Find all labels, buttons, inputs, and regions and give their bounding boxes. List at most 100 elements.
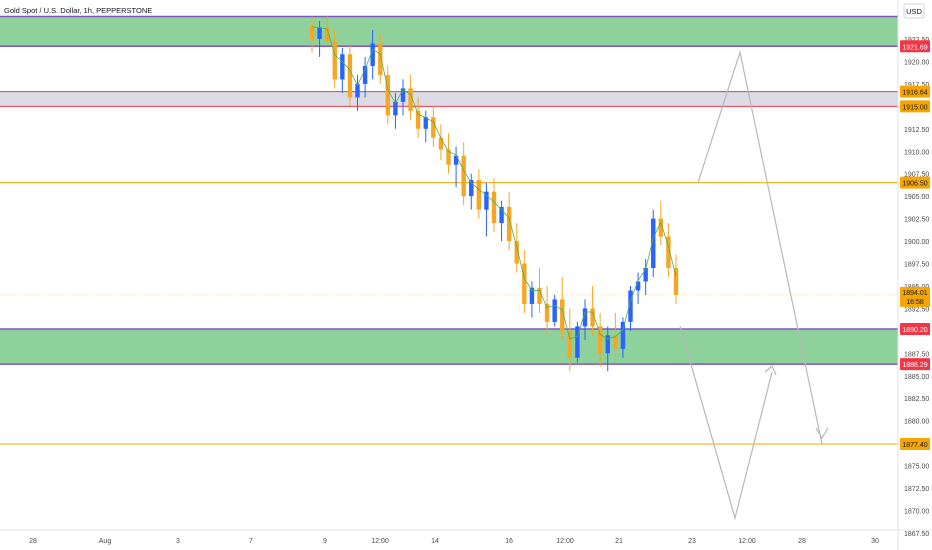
resistance-band [0,91,898,107]
price-tag [900,100,930,113]
y-tick-label: 1887.50 [904,351,929,358]
candle-body [673,267,679,295]
y-tick-label: 1867.50 [904,531,929,538]
price-tag-label: 1921.69 [902,44,927,51]
current-price-label: 1894.01 [902,290,927,297]
candle-body [635,281,641,291]
candle-body [560,299,565,331]
indicator-line [311,26,677,340]
candle-body [362,65,368,84]
candle-body [309,25,315,39]
candle-body [438,137,444,150]
candle-body [370,43,375,66]
price-tag [900,176,930,189]
candle-body [605,335,610,354]
candle-body [537,287,542,304]
candle-body [355,83,360,98]
x-tick-label: Aug [99,538,112,545]
candle-body [332,41,337,80]
price-tag-label: 1890.20 [902,327,927,334]
x-tick-label: 21 [615,538,623,545]
chart-title: Gold Spot / U.S. Dollar, 1h, PEPPERSTONE [4,6,152,15]
y-tick-label: 1892.50 [904,306,929,313]
candle-body [431,117,436,138]
x-tick-label: 14 [431,538,439,545]
countdown-label: 16:58 [906,299,924,306]
y-tick-label: 1875.00 [904,464,929,471]
candle-body [522,263,527,304]
candle-body [347,54,353,98]
x-tick-label: 9 [323,538,327,545]
price-tag [900,358,930,371]
price-tag-label: 1906.50 [902,181,927,188]
candle-body [597,326,603,354]
candle-body [324,27,330,42]
y-tick-label: 1885.00 [904,374,929,381]
candle-body [575,326,580,358]
candle-body [582,308,588,327]
x-tick-label: 16 [505,538,513,545]
candle-body [317,27,322,39]
projection-path-up-down [697,49,823,445]
y-tick-label: 1902.50 [904,217,929,224]
y-tick-label: 1920.00 [904,59,929,66]
candle-body [499,206,504,224]
currency-button[interactable]: USD [903,3,925,19]
currency-label: USD [906,7,922,16]
y-tick-label: 1897.50 [904,262,929,269]
y-tick-label: 1880.00 [904,419,929,426]
price-tag-label: 1915.00 [902,104,927,111]
candle-body [393,101,398,116]
supply-zone [0,16,898,47]
y-tick-label: 1912.50 [904,127,929,134]
projection-path-down-up [679,325,773,521]
x-tick-label: 12:00 [371,538,389,545]
y-tick-label: 1870.00 [904,508,929,515]
y-tick-label: 1872.50 [904,486,929,493]
candle-body [378,43,383,75]
x-tick-label: 30 [871,538,879,545]
candle-body [461,155,466,197]
candle-body [613,335,618,349]
projection-arrowhead-up [764,365,777,376]
y-tick-label: 1905.00 [904,194,929,201]
candle-body [491,191,497,224]
candle-body [408,88,413,111]
y-tick-label: 1910.00 [904,149,929,156]
candle-body [544,303,550,322]
y-tick-label: 1900.00 [904,239,929,246]
x-tick-label: 3 [176,538,180,545]
x-tick-label: 12:00 [556,538,574,545]
price-tag [900,437,930,450]
candle-body [385,74,391,116]
candle-body [453,155,459,165]
x-tick-label: 7 [249,538,253,545]
candle-body [666,236,671,268]
price-tag-label: 1916.64 [902,90,927,97]
y-tick-label: 1917.50 [904,82,929,89]
price-tag [900,40,930,53]
candle-body [446,149,451,165]
candle-body [620,321,626,349]
y-tick-label: 1907.50 [904,172,929,179]
price-tag [900,85,930,98]
candle-body [476,179,482,210]
price-tag-label: 1886.29 [902,362,927,369]
candle-body [469,179,474,197]
x-tick-label: 28 [798,538,806,545]
price-tag-label: 1877.40 [902,442,927,449]
candle-body [567,330,573,358]
candle-body [340,54,345,80]
candle-body [415,110,421,129]
x-tick-label: 12:00 [738,538,756,545]
y-tick-label: 1882.50 [904,396,929,403]
demand-zone [0,329,898,365]
candle-body [628,290,633,322]
candle-body [484,191,489,210]
projection-arrowhead-down [815,427,829,440]
current-price-tag [900,286,930,307]
x-tick-label: 28 [29,538,37,545]
candle-body [400,88,406,102]
